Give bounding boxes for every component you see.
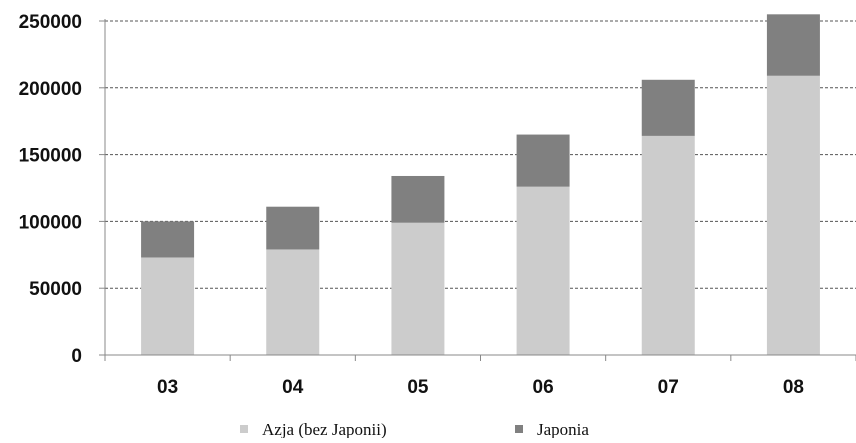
y-tick-label: 250000 [19,12,82,33]
bar-segment-azja [766,75,820,355]
legend-label: Japonia [537,420,589,438]
bar-segment-japonia [766,14,820,76]
bar-segment-japonia [141,221,195,258]
y-tick-label: 100000 [19,212,82,233]
axes: 0 50000 100000 150000 200000 250000 03 04 05 06 07… [19,12,856,398]
x-tick-label: 07 [658,377,679,398]
bar-segment-azja [641,135,695,355]
y-tick-label: 200000 [19,79,82,100]
bars [141,14,820,355]
y-tick-label: 0 [71,346,82,367]
legend-swatch [515,425,523,433]
x-tick-label: 05 [407,377,429,398]
bar-segment-azja [516,186,570,355]
x-tick-label: 06 [533,377,554,398]
legend-label: Azja (bez Japonii) [262,420,387,438]
grid-lines [105,20,856,289]
bar-segment-japonia [516,134,570,187]
x-tick-label: 04 [282,377,304,398]
bar-segment-japonia [266,206,320,250]
x-tick-label: 03 [157,377,178,398]
bar-segment-japonia [641,79,695,136]
y-tick-label: 150000 [19,146,82,167]
bar-segment-japonia [391,175,445,223]
bar-segment-azja [391,222,445,355]
x-tick-label: 08 [783,377,804,398]
bar-segment-azja [266,249,320,355]
bar-segment-azja [141,257,195,355]
legend: Azja (bez Japonii) Japonia [240,420,589,439]
y-tick-label: 50000 [29,279,82,300]
legend-swatch [240,425,248,433]
